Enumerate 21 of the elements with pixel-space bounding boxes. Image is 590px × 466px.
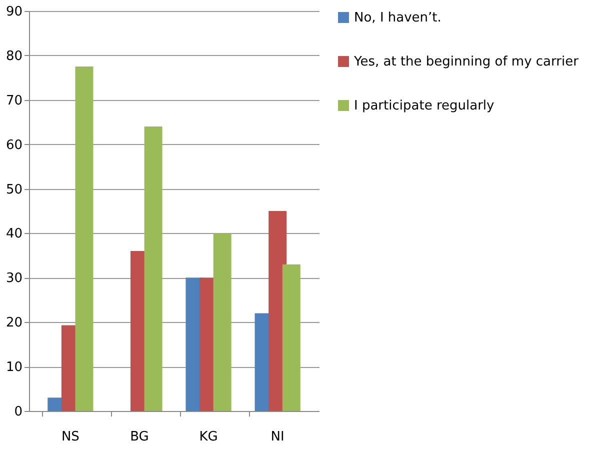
x-tick-label: KG	[199, 430, 218, 444]
y-tick-label: 90	[6, 4, 22, 20]
y-tick-label: 40	[6, 226, 22, 242]
y-tick-label: 30	[6, 271, 22, 286]
y-tick-label: 50	[6, 182, 22, 198]
bar	[144, 126, 162, 411]
y-tick-label: 70	[6, 93, 22, 108]
y-tick-label: 20	[6, 316, 22, 331]
bar	[75, 66, 94, 411]
y-tick-label: 10	[6, 360, 22, 376]
bar	[282, 264, 300, 411]
x-tick-label: NS	[61, 430, 80, 444]
y-tick-label: 80	[6, 48, 22, 64]
legend-label: Yes, at the beginning of my carrier	[353, 54, 580, 70]
x-tick-label: NI	[270, 430, 284, 444]
legend-label: No, I haven’t.	[354, 10, 442, 26]
y-tick-label: 60	[6, 138, 22, 153]
legend-label: I participate regularly	[354, 98, 495, 114]
bar	[213, 233, 232, 411]
y-tick-label: 0	[14, 404, 22, 420]
x-tick-label: BG	[130, 430, 149, 444]
